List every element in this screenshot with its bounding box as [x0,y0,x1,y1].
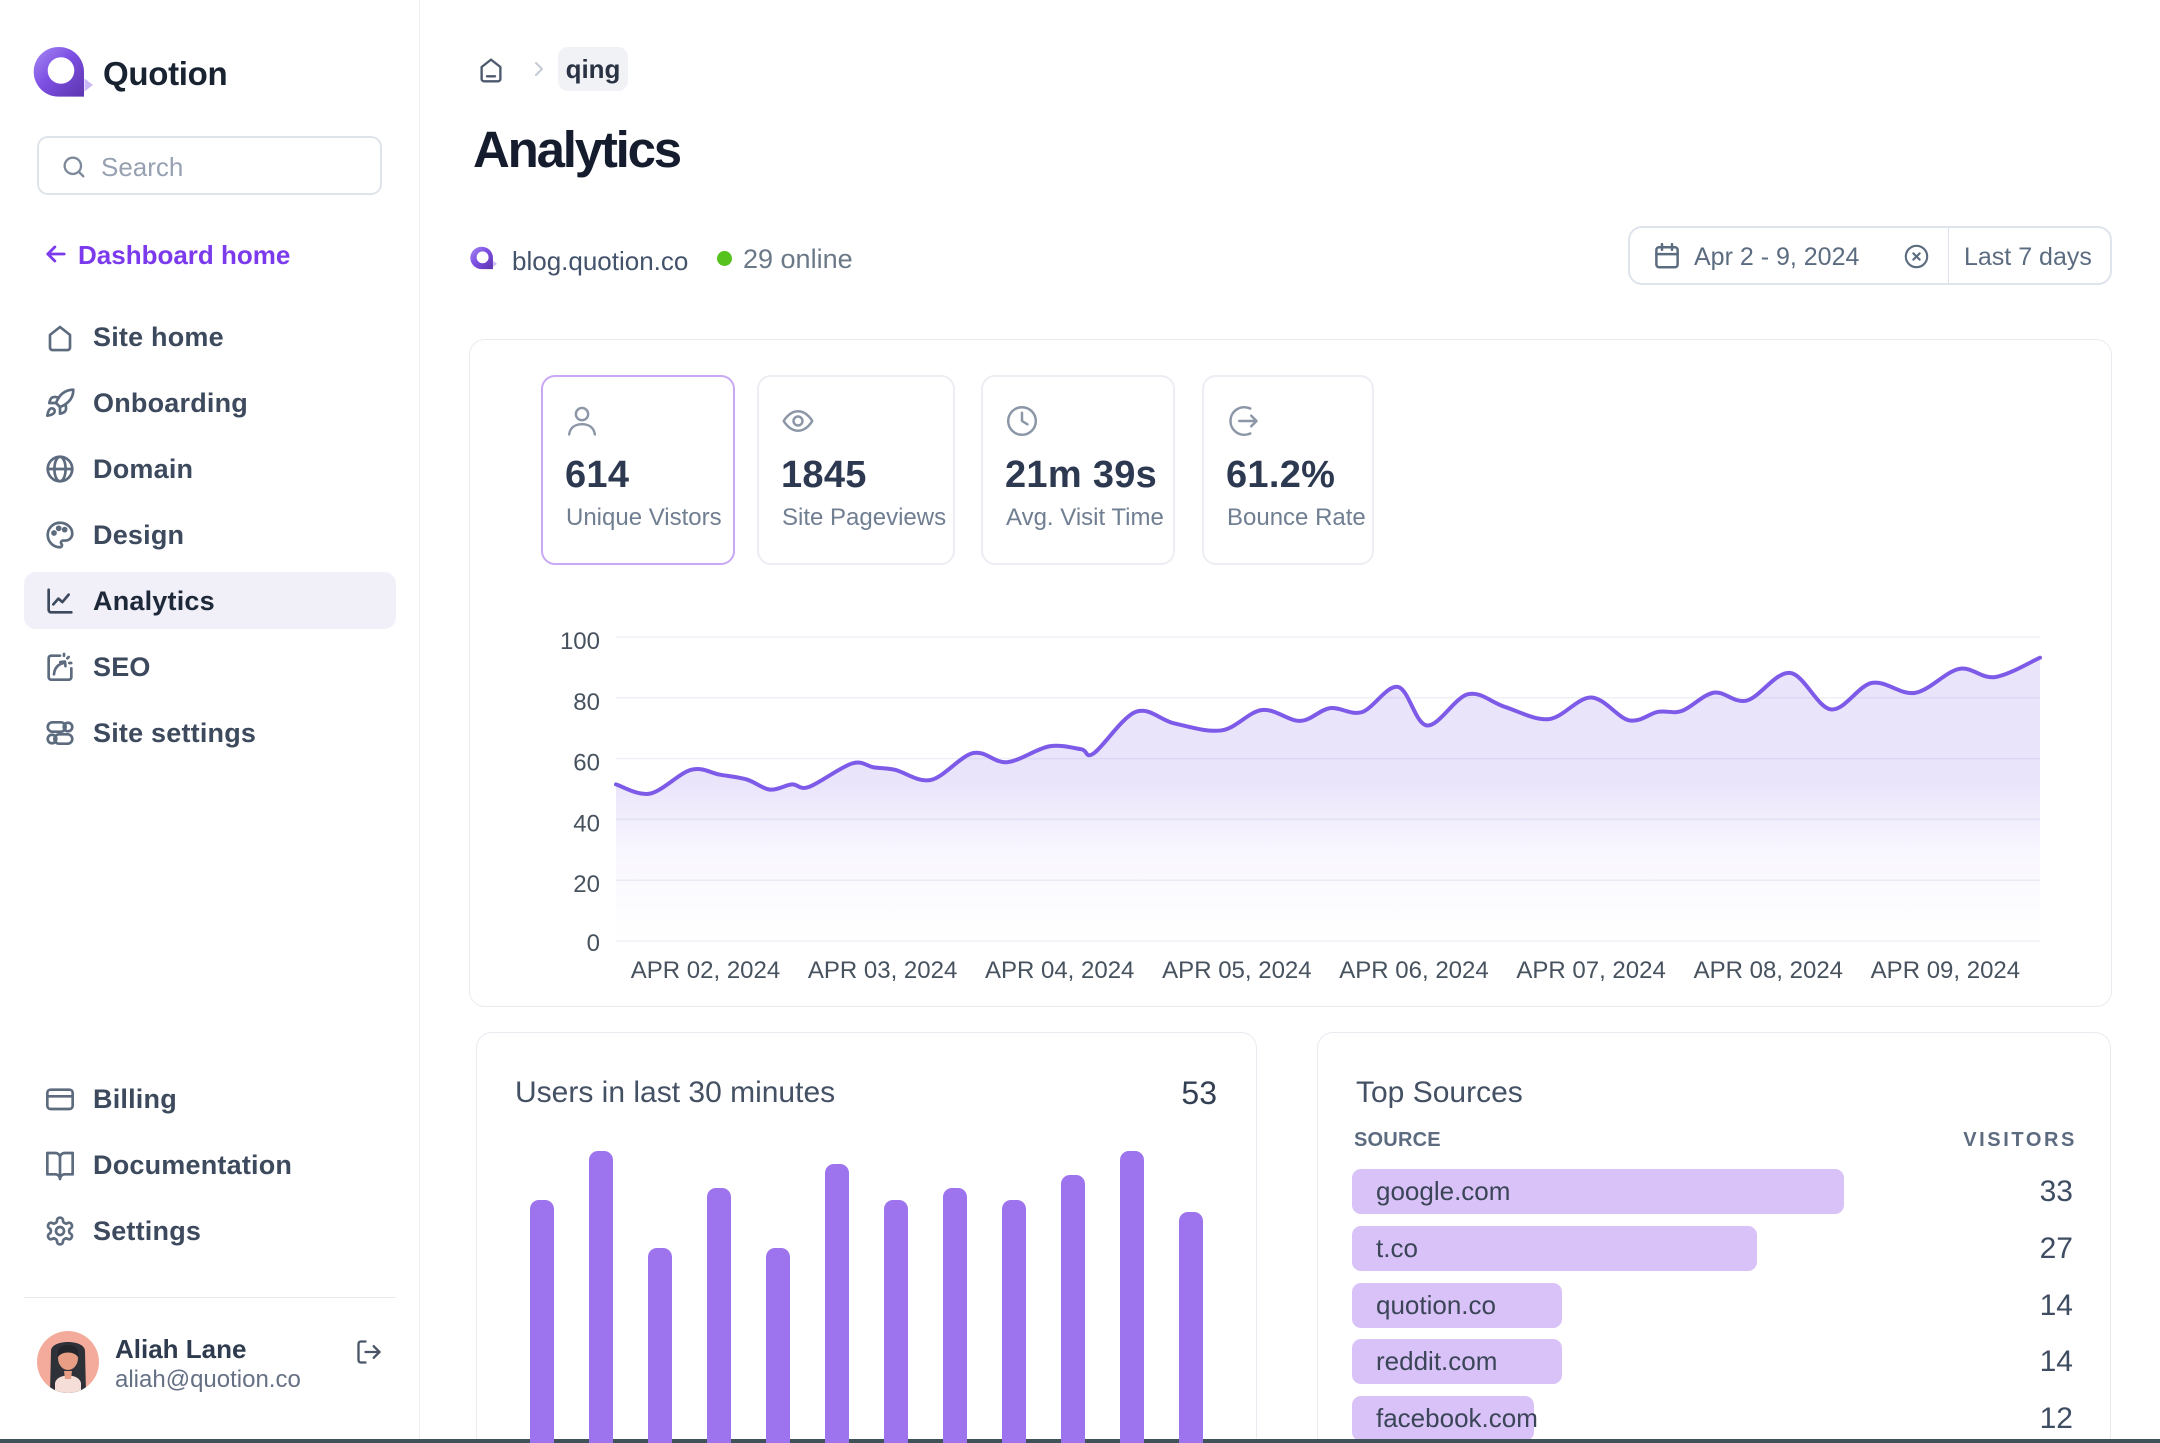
svg-text:APR 06, 2024: APR 06, 2024 [1339,957,1488,984]
svg-text:40: 40 [573,810,600,837]
svg-text:60: 60 [573,750,600,777]
svg-text:APR 08, 2024: APR 08, 2024 [1694,957,1843,984]
svg-text:APR 05, 2024: APR 05, 2024 [1162,957,1311,984]
svg-text:80: 80 [573,689,600,716]
svg-text:APR 09, 2024: APR 09, 2024 [1871,957,2020,984]
svg-text:100: 100 [560,628,600,655]
svg-text:APR 03, 2024: APR 03, 2024 [808,957,957,984]
svg-text:APR 02, 2024: APR 02, 2024 [631,957,780,984]
svg-text:20: 20 [573,871,600,898]
svg-text:APR 07, 2024: APR 07, 2024 [1516,957,1665,984]
svg-text:APR 04, 2024: APR 04, 2024 [985,957,1134,984]
svg-text:0: 0 [587,930,600,957]
